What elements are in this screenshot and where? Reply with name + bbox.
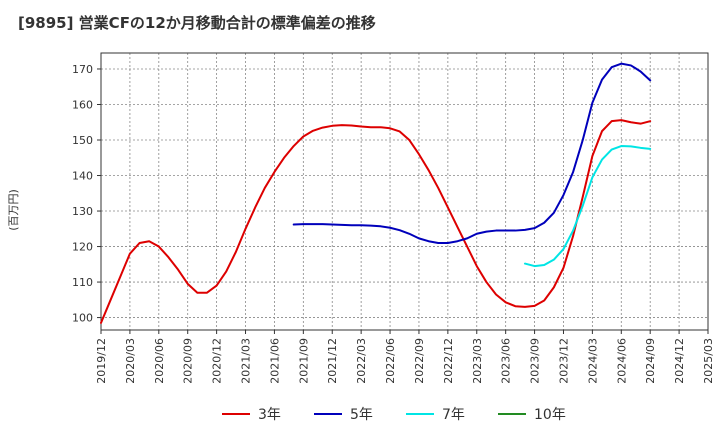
x-tick-label: 2022/03: [355, 338, 368, 384]
legend-label: 5年: [350, 407, 373, 423]
x-axis-ticks: 2019/12 2020/03 2020/06 2020/09 2020/12 2021/…: [95, 330, 715, 384]
x-tick-label: 2024/12: [673, 338, 686, 384]
x-tick-label: 2023/09: [529, 338, 542, 384]
series-line-2: [292, 62, 652, 244]
chart-title: [9895] 営業CFの12か月移動合計の標準偏差の推移: [18, 14, 376, 32]
x-tick-label: 2021/12: [326, 338, 339, 384]
y-tick-label: 160: [72, 98, 93, 111]
x-tick-label: 2020/09: [182, 338, 195, 384]
y-tick-label: 120: [72, 241, 93, 254]
x-tick-label: 2023/03: [471, 338, 484, 384]
y-axis-label-text: (百万円): [7, 189, 20, 231]
y-tick-label: 170: [72, 63, 93, 76]
legend-label: 7年: [442, 407, 465, 423]
y-tick-label: 150: [72, 134, 93, 147]
x-tick-label: 2020/03: [124, 338, 137, 384]
y-tick-label: 130: [72, 205, 93, 218]
y-axis-ticks: 100 110 120 130 140 150 160 170: [72, 63, 101, 325]
x-tick-label: 2024/03: [586, 338, 599, 384]
legend-label: 10年: [534, 407, 566, 423]
y-tick-label: 140: [72, 170, 93, 183]
series-line-3: [523, 145, 652, 268]
x-tick-label: 2024/09: [644, 338, 657, 384]
y-tick-label: 100: [72, 312, 93, 325]
x-tick-label: 2021/09: [297, 338, 310, 384]
x-tick-label: 2021/03: [240, 338, 253, 384]
series-lines: [100, 62, 652, 324]
x-tick-label: 2022/06: [384, 338, 397, 384]
y-tick-label: 110: [72, 276, 93, 289]
legend-label: 3年: [258, 407, 281, 423]
series-line-1: [100, 119, 652, 324]
x-tick-label: 2023/06: [500, 338, 513, 384]
y-axis-label: (百万円): [7, 189, 20, 231]
x-tick-label: 2021/06: [268, 338, 281, 384]
grid: [100, 53, 709, 330]
x-tick-label: 2024/06: [615, 338, 628, 384]
legend: 3年 5年 7年 10年: [222, 407, 566, 423]
plot-frame: [100, 52, 709, 331]
x-tick-label: 2022/12: [442, 338, 455, 384]
x-tick-label: 2023/12: [557, 338, 570, 384]
x-tick-label: 2022/09: [413, 338, 426, 384]
x-tick-label: 2020/06: [153, 338, 166, 384]
x-tick-label: 2019/12: [95, 338, 108, 384]
x-tick-label: 2020/12: [211, 338, 224, 384]
x-tick-label: 2025/03: [702, 338, 715, 384]
